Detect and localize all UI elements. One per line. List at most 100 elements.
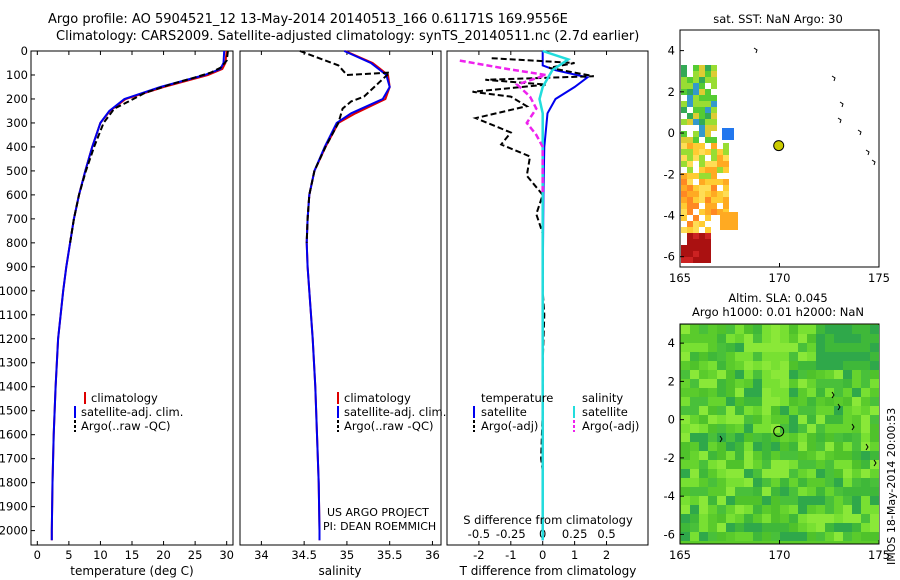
- sla-cell: [780, 433, 789, 442]
- sla-cell: [825, 334, 834, 343]
- sst-cell: [705, 209, 711, 215]
- sla-cell: [681, 343, 690, 352]
- sst-cell: [699, 191, 705, 197]
- sla-cell: [753, 334, 762, 343]
- sla-cell: [717, 361, 726, 370]
- sla-cell: [861, 406, 870, 415]
- sst-cell: [705, 161, 711, 167]
- sla-cell: [798, 487, 807, 496]
- sla-cell: [834, 352, 843, 361]
- sla-cell: [753, 325, 762, 334]
- sst-cell: [681, 119, 687, 125]
- sla-cell: [843, 505, 852, 514]
- sst-cell: [705, 71, 711, 77]
- sla-cell: [852, 352, 861, 361]
- sst-coast-segment: [839, 101, 844, 108]
- sla-cell: [780, 478, 789, 487]
- sst-cell: [681, 227, 687, 233]
- sla-cell: [834, 442, 843, 451]
- sst-cell: [705, 233, 711, 239]
- sst-cell: [699, 143, 705, 149]
- sla-cell: [744, 325, 753, 334]
- sla-cell: [798, 523, 807, 532]
- sla-cell: [744, 460, 753, 469]
- map-y-tick-label: -4: [664, 208, 675, 222]
- sla-cell: [708, 424, 717, 433]
- sla-cell: [780, 388, 789, 397]
- depth-tick-label: 100: [6, 68, 28, 82]
- sla-cell: [798, 370, 807, 379]
- sst-cell: [699, 131, 705, 137]
- sla-cell: [843, 532, 852, 541]
- sla-cell: [861, 451, 870, 460]
- sst-cell: [681, 245, 687, 251]
- sla-cell: [870, 424, 879, 433]
- sla-cell: [798, 460, 807, 469]
- sla-cell: [726, 433, 735, 442]
- sla-cell: [726, 505, 735, 514]
- sla-cell: [708, 514, 717, 523]
- sla-cell: [753, 343, 762, 352]
- sst-cell: [711, 113, 717, 119]
- sla-cell: [681, 388, 690, 397]
- sla-cell: [780, 523, 789, 532]
- sst-coast-segment: [831, 75, 836, 82]
- sst-cell: [711, 119, 717, 125]
- sla-cell: [744, 388, 753, 397]
- sla-cell: [861, 352, 870, 361]
- sla-cell: [852, 424, 861, 433]
- sst-cell: [687, 101, 693, 107]
- sst-cell: [705, 113, 711, 119]
- sla-cell: [708, 343, 717, 352]
- sla-cell: [744, 406, 753, 415]
- sla-cell: [726, 388, 735, 397]
- sla-cell: [762, 379, 771, 388]
- sst-cell: [717, 167, 723, 173]
- sla-cell: [717, 406, 726, 415]
- map-y-tick-label: 4: [668, 44, 675, 58]
- sla-cell: [789, 325, 798, 334]
- temperature-xlabel: temperature (deg C): [70, 564, 193, 578]
- sst-cell: [699, 83, 705, 89]
- sla-cell: [708, 442, 717, 451]
- sla-coast-segment: [873, 459, 877, 467]
- sla-cell: [771, 325, 780, 334]
- sla-cell: [789, 379, 798, 388]
- sst-cell: [687, 245, 693, 251]
- sst-cell: [681, 209, 687, 215]
- sst-coast-segment: [865, 149, 870, 156]
- sla-cell: [861, 532, 870, 541]
- sla-cell: [870, 433, 879, 442]
- sla-cell: [735, 433, 744, 442]
- sst-cell: [699, 185, 705, 191]
- sla-cell: [807, 406, 816, 415]
- sla-cell: [690, 343, 699, 352]
- sla-cell: [753, 433, 762, 442]
- sla-cell: [681, 460, 690, 469]
- legend-s-argo: Argo(-adj): [582, 419, 639, 433]
- sla-cell: [870, 406, 879, 415]
- sst-cell: [693, 95, 699, 101]
- sla-map-ticks: 165 170 175 4 2 0 -2 -4 -6: [664, 336, 890, 562]
- sla-coast-segment: [837, 403, 841, 411]
- depth-tick-label: 200: [6, 92, 28, 106]
- map-y-tick-label: 0: [668, 126, 675, 140]
- legend-argo: Argo(..raw -QC): [81, 419, 171, 433]
- sla-cell: [735, 361, 744, 370]
- sst-cell: [699, 245, 705, 251]
- sla-cell: [699, 334, 708, 343]
- sla-cell: [816, 460, 825, 469]
- sla-cell: [861, 478, 870, 487]
- sla-cell: [771, 406, 780, 415]
- sla-cell: [762, 361, 771, 370]
- x-tick-label: -1: [505, 548, 516, 562]
- sst-coast-segment: [837, 117, 842, 124]
- sla-cell: [708, 325, 717, 334]
- sst-cell: [705, 215, 711, 221]
- sla-cell: [789, 514, 798, 523]
- sla-cell: [789, 388, 798, 397]
- sla-cell: [798, 478, 807, 487]
- sla-map-title-1: Altim. SLA: 0.045: [728, 291, 827, 305]
- sst-cell: [705, 137, 711, 143]
- sst-cell: [705, 125, 711, 131]
